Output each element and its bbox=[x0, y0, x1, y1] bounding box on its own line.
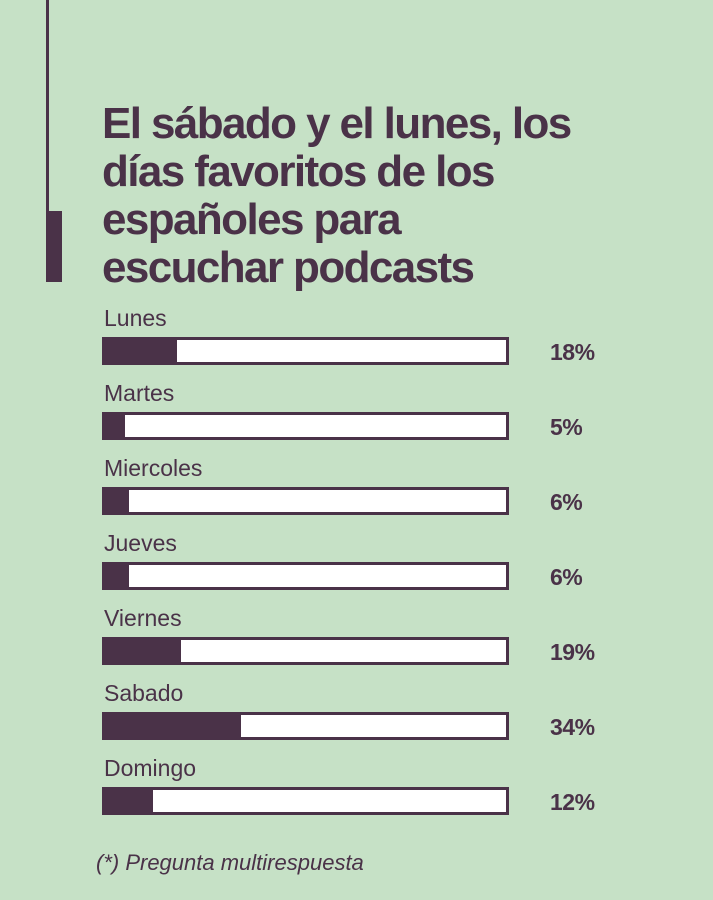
bar bbox=[105, 790, 153, 812]
bar-track bbox=[102, 562, 509, 590]
bar-track bbox=[102, 412, 509, 440]
category-label: Miercoles bbox=[104, 455, 203, 481]
bar-row: Jueves 6% bbox=[0, 530, 713, 600]
bar-track bbox=[102, 637, 509, 665]
bar-track bbox=[102, 712, 509, 740]
value-label: 19% bbox=[550, 639, 595, 665]
decorative-vertical-line bbox=[46, 0, 49, 282]
decorative-accent-block bbox=[46, 211, 62, 282]
value-label: 34% bbox=[550, 714, 595, 740]
footnote: (*) Pregunta multirespuesta bbox=[96, 850, 364, 875]
bar-row: Martes 5% bbox=[0, 380, 713, 450]
chart-title: El sábado y el lunes, los días favoritos… bbox=[102, 99, 572, 292]
bar bbox=[105, 640, 181, 662]
bar bbox=[105, 565, 129, 587]
bar-row: Miercoles 6% bbox=[0, 455, 713, 525]
bar bbox=[105, 340, 177, 362]
category-label: Lunes bbox=[104, 305, 167, 331]
value-label: 6% bbox=[550, 564, 583, 590]
category-label: Sabado bbox=[104, 680, 184, 706]
value-label: 12% bbox=[550, 789, 595, 815]
bar bbox=[105, 415, 125, 437]
bar-track bbox=[102, 337, 509, 365]
category-label: Domingo bbox=[104, 755, 197, 781]
bar-track bbox=[102, 487, 509, 515]
value-label: 18% bbox=[550, 339, 595, 365]
value-label: 5% bbox=[550, 414, 583, 440]
bar-row: Lunes 18% bbox=[0, 305, 713, 375]
bar-row: Sabado 34% bbox=[0, 680, 713, 750]
category-label: Jueves bbox=[104, 530, 177, 556]
category-label: Martes bbox=[104, 380, 175, 406]
bar-row: Domingo 12% bbox=[0, 755, 713, 825]
bar bbox=[105, 715, 241, 737]
bar bbox=[105, 490, 129, 512]
bar-row: Viernes 19% bbox=[0, 605, 713, 675]
bar-track bbox=[102, 787, 509, 815]
value-label: 6% bbox=[550, 489, 583, 515]
category-label: Viernes bbox=[104, 605, 182, 631]
